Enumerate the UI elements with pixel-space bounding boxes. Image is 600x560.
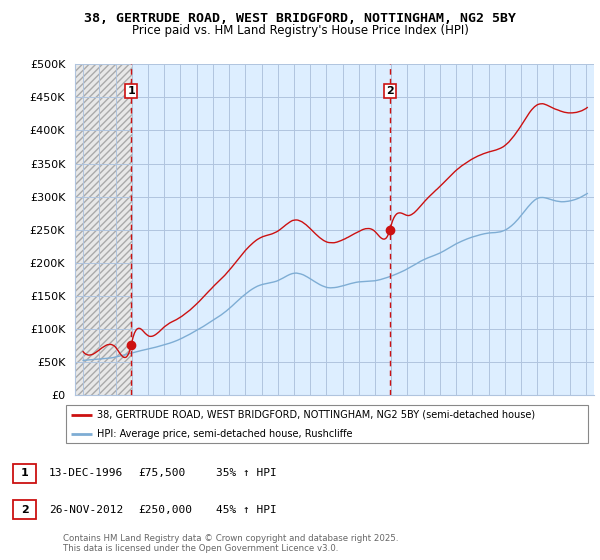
Text: 1: 1 xyxy=(127,86,135,96)
Text: 38, GERTRUDE ROAD, WEST BRIDGFORD, NOTTINGHAM, NG2 5BY: 38, GERTRUDE ROAD, WEST BRIDGFORD, NOTTI… xyxy=(84,12,516,25)
Text: 13-DEC-1996: 13-DEC-1996 xyxy=(49,468,124,478)
Text: 38, GERTRUDE ROAD, WEST BRIDGFORD, NOTTINGHAM, NG2 5BY (semi-detached house): 38, GERTRUDE ROAD, WEST BRIDGFORD, NOTTI… xyxy=(97,409,535,419)
Text: 45% ↑ HPI: 45% ↑ HPI xyxy=(216,505,277,515)
Text: 35% ↑ HPI: 35% ↑ HPI xyxy=(216,468,277,478)
Text: 26-NOV-2012: 26-NOV-2012 xyxy=(49,505,124,515)
Text: HPI: Average price, semi-detached house, Rushcliffe: HPI: Average price, semi-detached house,… xyxy=(97,429,353,439)
Text: 2: 2 xyxy=(386,86,394,96)
FancyBboxPatch shape xyxy=(65,405,589,443)
Text: 1: 1 xyxy=(21,468,28,478)
Text: Price paid vs. HM Land Registry's House Price Index (HPI): Price paid vs. HM Land Registry's House … xyxy=(131,24,469,36)
Text: £75,500: £75,500 xyxy=(138,468,185,478)
Bar xyxy=(75,64,132,395)
Text: 2: 2 xyxy=(21,505,28,515)
Text: Contains HM Land Registry data © Crown copyright and database right 2025.
This d: Contains HM Land Registry data © Crown c… xyxy=(63,534,398,553)
Text: £250,000: £250,000 xyxy=(138,505,192,515)
